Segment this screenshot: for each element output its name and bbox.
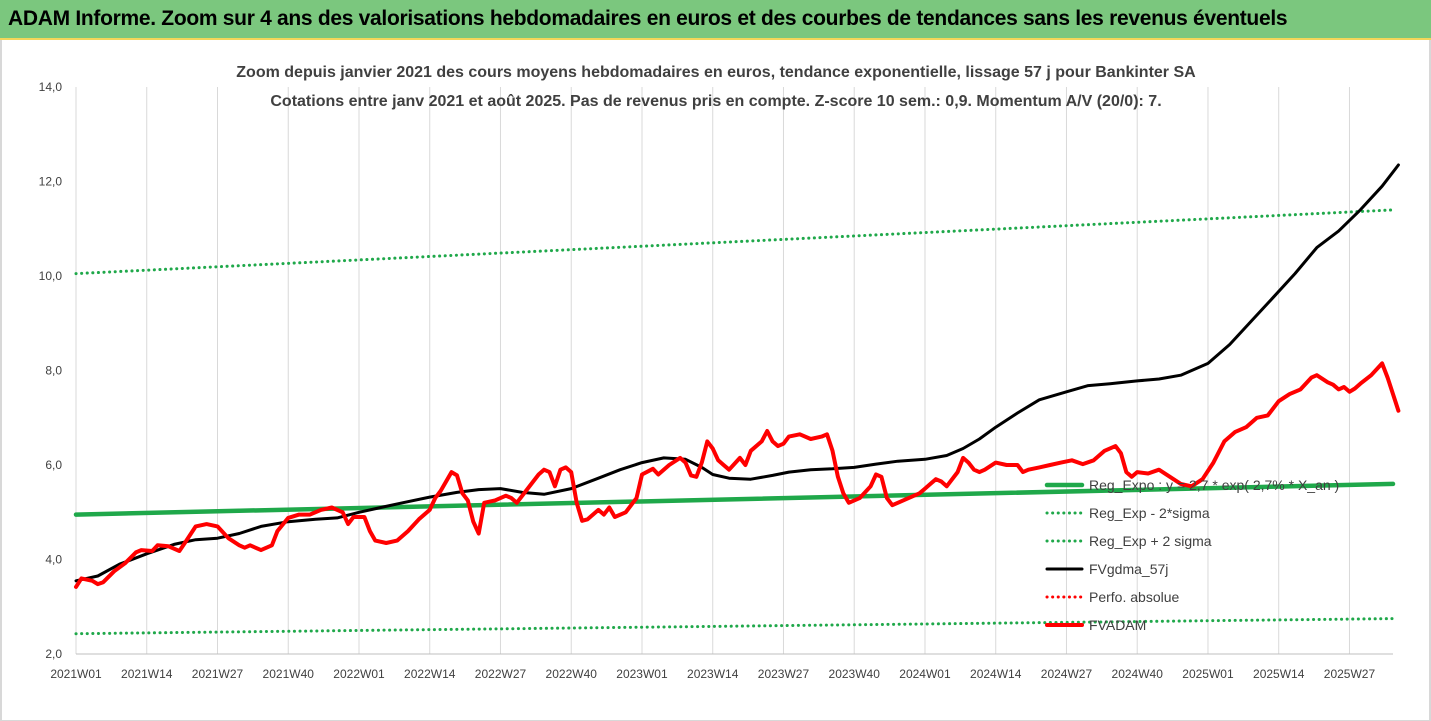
series-line-reg-expo-y-2-7-exp-2-7-x-an [73,481,1396,517]
banner: ADAM Informe. Zoom sur 4 ans des valoris… [0,0,1431,40]
legend: Reg_Expo : y = 2,7 * exp( 2,7% * X_an ) R… [1044,477,1339,633]
x-tick-label: 2023W40 [829,667,881,681]
x-tick-label: 2025W14 [1253,667,1305,681]
x-tick-label: 2024W40 [1112,667,1164,681]
x-tick-label: 2021W01 [50,667,102,681]
series-line-fvadam [74,361,1401,589]
grid [75,87,1350,654]
x-tick-label: 2023W01 [616,667,668,681]
x-tick-label: 2025W01 [1182,667,1234,681]
x-axis: 2021W01 2021W14 2021W27 2021W40 2022W01 2022W… [50,653,1393,681]
x-tick-label: 2022W27 [475,667,527,681]
y-tick-label: 12,0 [39,175,63,189]
banner-title: ADAM Informe. Zoom sur 4 ans des valoris… [8,7,1288,30]
y-tick-label: 14,0 [39,80,63,94]
chart-title: Zoom depuis janvier 2021 des cours moyen… [236,64,1196,81]
x-tick-label: 2021W40 [263,667,315,681]
x-tick-label: 2022W14 [404,667,456,681]
series-line-reg-exp-2-sigma [74,208,1395,276]
y-tick-label: 10,0 [39,269,63,283]
x-tick-label: 2023W27 [758,667,810,681]
chart-frame: 2,0 4,0 6,0 8,0 10,0 12,0 14,0 2021W01 2021W14 2… [0,40,1431,721]
x-tick-label: 2024W14 [970,667,1022,681]
x-tick-label: 2023W14 [687,667,739,681]
x-tick-label: 2021W27 [192,667,244,681]
x-tick-label: 2022W40 [546,667,598,681]
legend-label: Reg_Expo : y = 2,7 * exp( 2,7% * X_an ) [1089,477,1339,493]
series-line-fvgdma-57j [74,163,1400,583]
chart-subtitle: Cotations entre janv 2021 et août 2025. … [270,93,1161,110]
y-tick-label: 4,0 [45,553,62,567]
legend-label: Reg_Exp + 2 sigma [1089,533,1212,549]
series-line-reg-exp-2-sigma [74,617,1395,636]
y-tick-label: 6,0 [45,458,62,472]
x-tick-label: 2021W14 [121,667,173,681]
series-group [73,163,1401,636]
legend-label: FVADAM [1089,617,1146,633]
x-tick-label: 2022W01 [333,667,385,681]
chart-svg: 2,04,06,08,010,012,014,0 2021W01 2021W14 2… [39,64,1401,681]
y-tick-label: 8,0 [45,364,62,378]
x-tick-label: 2025W27 [1324,667,1376,681]
legend-label: FVgdma_57j [1089,561,1168,577]
legend-label: Reg_Exp - 2*sigma [1089,505,1210,521]
y-axis: 2,0 4,0 6,0 8,0 10,0 12,0 14,0 [39,80,63,661]
y-tick-label: 2,0 [45,647,62,661]
legend-label: Perfo. absolue [1089,589,1179,605]
x-tick-label: 2024W01 [899,667,951,681]
x-tick-label: 2024W27 [1041,667,1093,681]
